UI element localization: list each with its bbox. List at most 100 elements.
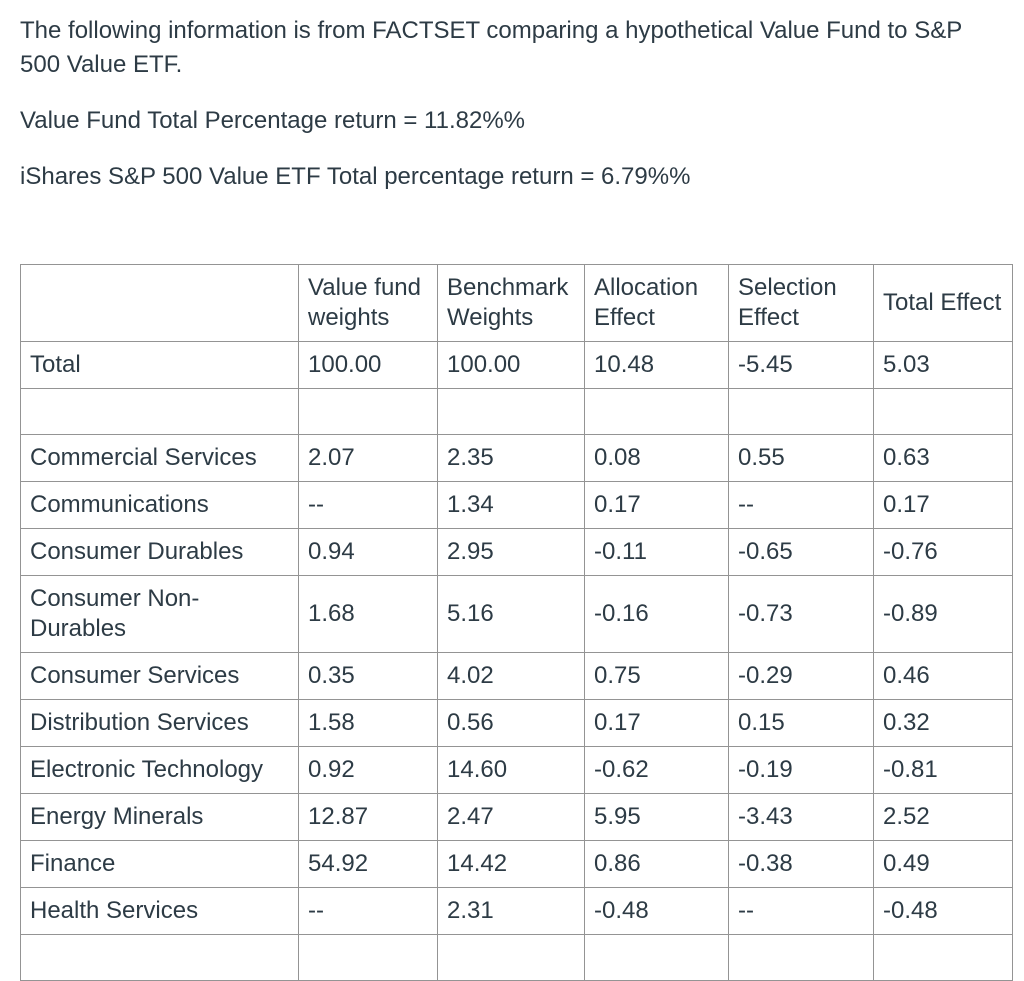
table-row-consumer-durables: Consumer Durables 0.94 2.95 -0.11 -0.65 -0.76 [20, 528, 1013, 576]
row-label: Finance [20, 840, 299, 888]
cell-value: 0.92 [298, 746, 438, 794]
cell-value: -- [728, 887, 874, 935]
row-label: Commercial Services [20, 434, 299, 482]
cell-value: -0.89 [873, 575, 1013, 653]
column-header: Total Effect [873, 264, 1013, 342]
cell-value: 2.47 [437, 793, 585, 841]
row-label: Electronic Technology [20, 746, 299, 794]
column-header: Value fund weights [298, 264, 438, 342]
table-body: Total 100.00 100.00 10.48 -5.45 5.03 Commercia… [20, 341, 1013, 981]
cell-value: 1.68 [298, 575, 438, 653]
row-label: Communications [20, 481, 299, 529]
cell-value [873, 388, 1013, 435]
cell-value: 54.92 [298, 840, 438, 888]
cell-value: 0.32 [873, 699, 1013, 747]
cell-value: -0.29 [728, 652, 874, 700]
column-header: Selection Effect [728, 264, 874, 342]
cell-value: 12.87 [298, 793, 438, 841]
intro-paragraph-1: The following information is from FACTSE… [20, 17, 962, 78]
row-label: Consumer Services [20, 652, 299, 700]
table-row-blank [20, 388, 1013, 435]
cell-value: -- [728, 481, 874, 529]
cell-value: 5.95 [584, 793, 729, 841]
row-label: Total [20, 341, 299, 389]
cell-value [584, 388, 729, 435]
cell-value: -0.11 [584, 528, 729, 576]
cell-value: 0.08 [584, 434, 729, 482]
row-label: Consumer Non- Durables [20, 575, 299, 653]
intro-paragraph-3: iShares S&P 500 Value ETF Total percenta… [20, 163, 691, 190]
table-row-consumer-services: Consumer Services 0.35 4.02 0.75 -0.29 0.46 [20, 652, 1013, 700]
cell-value: 14.60 [437, 746, 585, 794]
table-row-commercial-services: Commercial Services 2.07 2.35 0.08 0.55 0.63 [20, 434, 1013, 482]
row-label [20, 388, 299, 435]
cell-value: -- [298, 887, 438, 935]
cell-value [728, 388, 874, 435]
cell-value: -0.73 [728, 575, 874, 653]
cell-value: 0.17 [584, 699, 729, 747]
cell-value: -5.45 [728, 341, 874, 389]
cell-value [298, 388, 438, 435]
table-row-blank [20, 934, 1013, 981]
row-label: Energy Minerals [20, 793, 299, 841]
cell-value: 2.31 [437, 887, 585, 935]
cell-value: 0.94 [298, 528, 438, 576]
cell-value: 2.95 [437, 528, 585, 576]
cell-value: 100.00 [298, 341, 438, 389]
intro-paragraph-2: Value Fund Total Percentage return = 11.… [20, 107, 525, 134]
table-row-total: Total 100.00 100.00 10.48 -5.45 5.03 [20, 341, 1013, 389]
table-row-distribution-services: Distribution Services 1.58 0.56 0.17 0.15 0.3… [20, 699, 1013, 747]
cell-value: 2.07 [298, 434, 438, 482]
cell-value: -0.16 [584, 575, 729, 653]
cell-value: 2.52 [873, 793, 1013, 841]
table-row-electronic-technology: Electronic Technology 0.92 14.60 -0.62 -0.19… [20, 746, 1013, 794]
row-label: Consumer Durables [20, 528, 299, 576]
cell-value: 0.75 [584, 652, 729, 700]
cell-value: -0.62 [584, 746, 729, 794]
table-row-health-services: Health Services -- 2.31 -0.48 -- -0.48 [20, 887, 1013, 935]
table-row-energy-minerals: Energy Minerals 12.87 2.47 5.95 -3.43 2.52 [20, 793, 1013, 841]
cell-value: -0.65 [728, 528, 874, 576]
cell-value: 0.17 [873, 481, 1013, 529]
cell-value: -0.19 [728, 746, 874, 794]
cell-value [298, 934, 438, 981]
cell-value: -- [298, 481, 438, 529]
attribution-table: Value fund weights Benchmark Weights Alloc… [20, 264, 1013, 981]
cell-value: 0.86 [584, 840, 729, 888]
cell-value [873, 934, 1013, 981]
cell-value [728, 934, 874, 981]
row-label: Distribution Services [20, 699, 299, 747]
cell-value: 0.46 [873, 652, 1013, 700]
corner-cell [20, 264, 299, 342]
cell-value: 0.56 [437, 699, 585, 747]
cell-value [584, 934, 729, 981]
cell-value: 0.35 [298, 652, 438, 700]
cell-value: 4.02 [437, 652, 585, 700]
cell-value: 14.42 [437, 840, 585, 888]
table-row-finance: Finance 54.92 14.42 0.86 -0.38 0.49 [20, 840, 1013, 888]
cell-value: 0.63 [873, 434, 1013, 482]
cell-value: -0.38 [728, 840, 874, 888]
row-label: Health Services [20, 887, 299, 935]
cell-value: 1.34 [437, 481, 585, 529]
cell-value: 100.00 [437, 341, 585, 389]
cell-value: 5.03 [873, 341, 1013, 389]
cell-value: -0.48 [584, 887, 729, 935]
cell-value: -0.76 [873, 528, 1013, 576]
cell-value: 10.48 [584, 341, 729, 389]
cell-value [437, 934, 585, 981]
cell-value: 0.49 [873, 840, 1013, 888]
table-row-communications: Communications -- 1.34 0.17 -- 0.17 [20, 481, 1013, 529]
cell-value [437, 388, 585, 435]
column-header: Benchmark Weights [437, 264, 585, 342]
table-header-row: Value fund weights Benchmark Weights Alloc… [20, 264, 1013, 342]
table-row-consumer-non-durables: Consumer Non- Durables 1.68 5.16 -0.16 -0.73… [20, 575, 1013, 653]
cell-value: -0.81 [873, 746, 1013, 794]
cell-value: -3.43 [728, 793, 874, 841]
cell-value: 5.16 [437, 575, 585, 653]
cell-value: -0.48 [873, 887, 1013, 935]
cell-value: 0.15 [728, 699, 874, 747]
cell-value: 0.17 [584, 481, 729, 529]
cell-value: 2.35 [437, 434, 585, 482]
